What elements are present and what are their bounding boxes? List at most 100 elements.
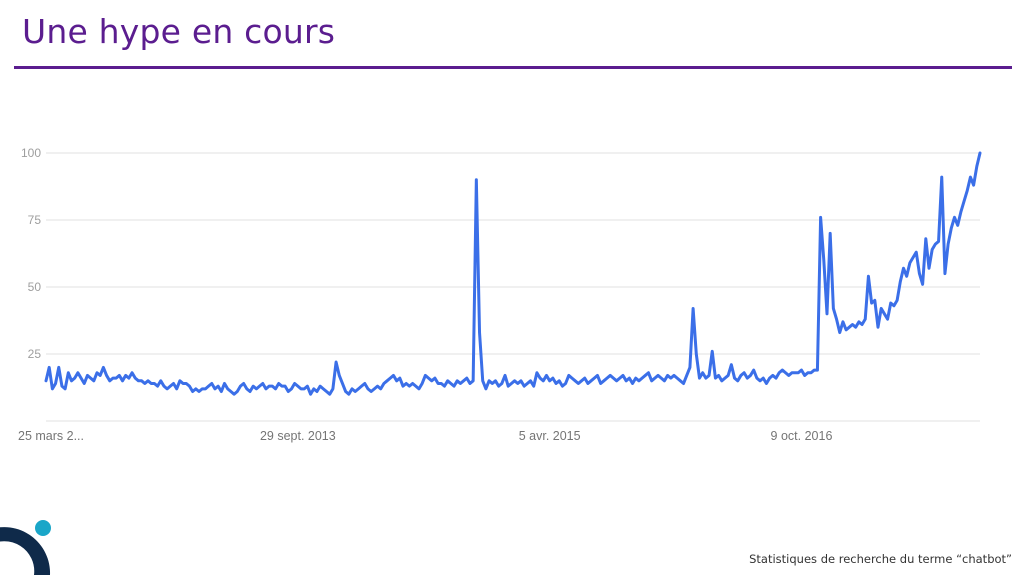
x-axis-ticks: 25 mars 2... 29 sept. 2013 5 avr. 2015 9 oc… (18, 429, 832, 443)
data-point (392, 374, 395, 377)
data-point (411, 382, 414, 385)
title-underline (14, 66, 1012, 69)
data-point (972, 184, 975, 187)
data-point (159, 379, 162, 382)
data-point (191, 390, 194, 393)
data-point (539, 377, 542, 380)
company-logo (0, 520, 51, 575)
data-point (245, 387, 248, 390)
data-point (749, 374, 752, 377)
data-point (475, 178, 478, 181)
data-point (166, 387, 169, 390)
data-point (494, 379, 497, 382)
data-point (481, 379, 484, 382)
data-point (96, 371, 99, 374)
data-point (797, 371, 800, 374)
chart-series (44, 151, 982, 396)
data-point (111, 377, 114, 380)
data-point (956, 224, 959, 227)
data-point (625, 379, 628, 382)
data-point (950, 227, 953, 230)
data-point (947, 243, 950, 246)
data-point (118, 374, 121, 377)
data-point (889, 302, 892, 305)
data-point (892, 304, 895, 307)
data-point (484, 387, 487, 390)
data-point (899, 280, 902, 283)
data-point (934, 243, 937, 246)
data-point (918, 272, 921, 275)
data-point (296, 385, 299, 388)
data-point (596, 374, 599, 377)
data-point (959, 210, 962, 213)
data-point (417, 387, 420, 390)
data-point (637, 379, 640, 382)
logo-accent-dot (35, 520, 51, 536)
data-point (379, 387, 382, 390)
data-point (456, 379, 459, 382)
data-point (478, 331, 481, 334)
data-point (963, 200, 966, 203)
data-point (606, 377, 609, 380)
data-point (825, 312, 828, 315)
logo-arc (0, 527, 51, 575)
data-point (966, 189, 969, 192)
data-point (532, 385, 535, 388)
data-point (857, 320, 860, 323)
data-point (453, 385, 456, 388)
data-point (284, 385, 287, 388)
data-point (465, 377, 468, 380)
data-point (468, 382, 471, 385)
data-point (813, 369, 816, 372)
data-point (822, 259, 825, 262)
y-tick-label: 50 (28, 280, 42, 294)
data-point (835, 318, 838, 321)
data-point (618, 377, 621, 380)
data-point (131, 371, 134, 374)
data-point (529, 379, 532, 382)
data-point (593, 377, 596, 380)
data-point (376, 385, 379, 388)
data-point (300, 387, 303, 390)
data-point (794, 371, 797, 374)
data-point (140, 379, 143, 382)
data-point (915, 251, 918, 254)
data-point (653, 377, 656, 380)
data-point (526, 382, 529, 385)
data-point (692, 307, 695, 310)
data-point (459, 382, 462, 385)
data-point (701, 371, 704, 374)
data-point (838, 331, 841, 334)
data-point (319, 385, 322, 388)
data-point (153, 382, 156, 385)
data-point (570, 377, 573, 380)
data-point (280, 385, 283, 388)
data-point (169, 385, 172, 388)
data-point (666, 374, 669, 377)
data-point (634, 377, 637, 380)
data-point (790, 371, 793, 374)
y-tick-label: 25 (28, 347, 42, 361)
data-point (252, 385, 255, 388)
data-point (621, 374, 624, 377)
data-point (787, 374, 790, 377)
data-point (462, 379, 465, 382)
data-point (325, 390, 328, 393)
data-point (714, 377, 717, 380)
data-point (574, 379, 577, 382)
data-point (924, 237, 927, 240)
data-point (70, 379, 73, 382)
data-point (921, 283, 924, 286)
data-point (774, 377, 777, 380)
data-point (242, 382, 245, 385)
data-point (711, 350, 714, 353)
data-point (519, 379, 522, 382)
data-point (647, 371, 650, 374)
data-point (261, 382, 264, 385)
data-point (631, 382, 634, 385)
y-tick-label: 75 (28, 213, 42, 227)
data-point (768, 377, 771, 380)
data-point (105, 374, 108, 377)
data-point (108, 379, 111, 382)
data-point (271, 385, 274, 388)
